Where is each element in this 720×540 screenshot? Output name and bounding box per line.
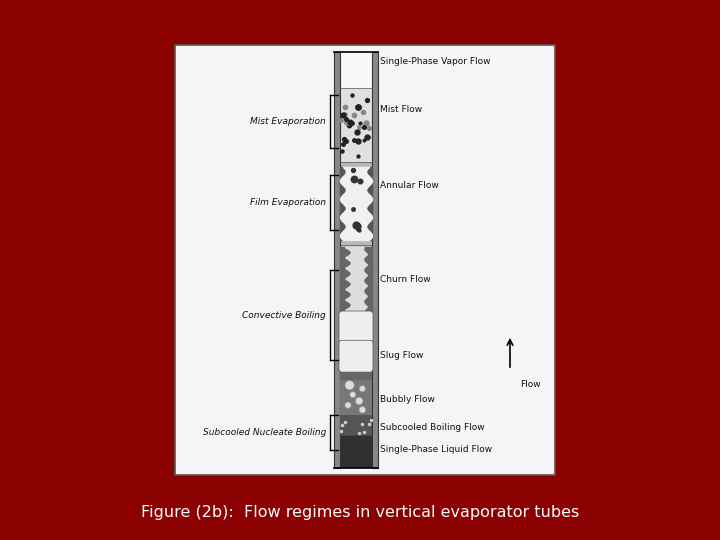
Text: Mist Evaporation: Mist Evaporation bbox=[251, 117, 326, 126]
Bar bbox=[340, 415, 372, 435]
Bar bbox=[175, 45, 555, 475]
Text: Single-Phase Vapor Flow: Single-Phase Vapor Flow bbox=[380, 57, 490, 66]
Bar bbox=[340, 88, 372, 162]
Text: Subcooled Boiling Flow: Subcooled Boiling Flow bbox=[380, 423, 485, 433]
Bar bbox=[372, 52, 378, 468]
Text: Slug Flow: Slug Flow bbox=[380, 350, 423, 360]
Bar bbox=[340, 415, 372, 435]
Circle shape bbox=[345, 381, 354, 390]
Bar bbox=[340, 380, 372, 415]
Text: Single-Phase Liquid Flow: Single-Phase Liquid Flow bbox=[380, 446, 492, 455]
Text: Figure (2b):  Flow regimes in vertical evaporator tubes: Figure (2b): Flow regimes in vertical ev… bbox=[141, 504, 579, 519]
Circle shape bbox=[359, 407, 366, 413]
Bar bbox=[340, 435, 372, 468]
Bar bbox=[340, 380, 372, 415]
Circle shape bbox=[345, 402, 351, 408]
Bar bbox=[340, 162, 372, 245]
Circle shape bbox=[356, 397, 363, 404]
Text: Convective Boiling: Convective Boiling bbox=[242, 310, 326, 320]
Text: Mist Flow: Mist Flow bbox=[380, 105, 422, 114]
Text: Subcooled Nucleate Boiling: Subcooled Nucleate Boiling bbox=[202, 428, 326, 437]
Text: Film Evaporation: Film Evaporation bbox=[250, 198, 326, 207]
Bar bbox=[340, 245, 372, 312]
Text: Annular Flow: Annular Flow bbox=[380, 180, 438, 190]
Circle shape bbox=[359, 386, 366, 392]
Text: Flow: Flow bbox=[520, 380, 541, 389]
FancyBboxPatch shape bbox=[339, 311, 373, 343]
FancyBboxPatch shape bbox=[339, 340, 373, 372]
Circle shape bbox=[350, 392, 356, 398]
Bar bbox=[340, 312, 372, 380]
Bar bbox=[340, 312, 372, 380]
Text: Bubbly Flow: Bubbly Flow bbox=[380, 395, 435, 404]
Bar bbox=[334, 52, 340, 468]
Text: Churn Flow: Churn Flow bbox=[380, 275, 431, 285]
Bar bbox=[340, 52, 372, 88]
